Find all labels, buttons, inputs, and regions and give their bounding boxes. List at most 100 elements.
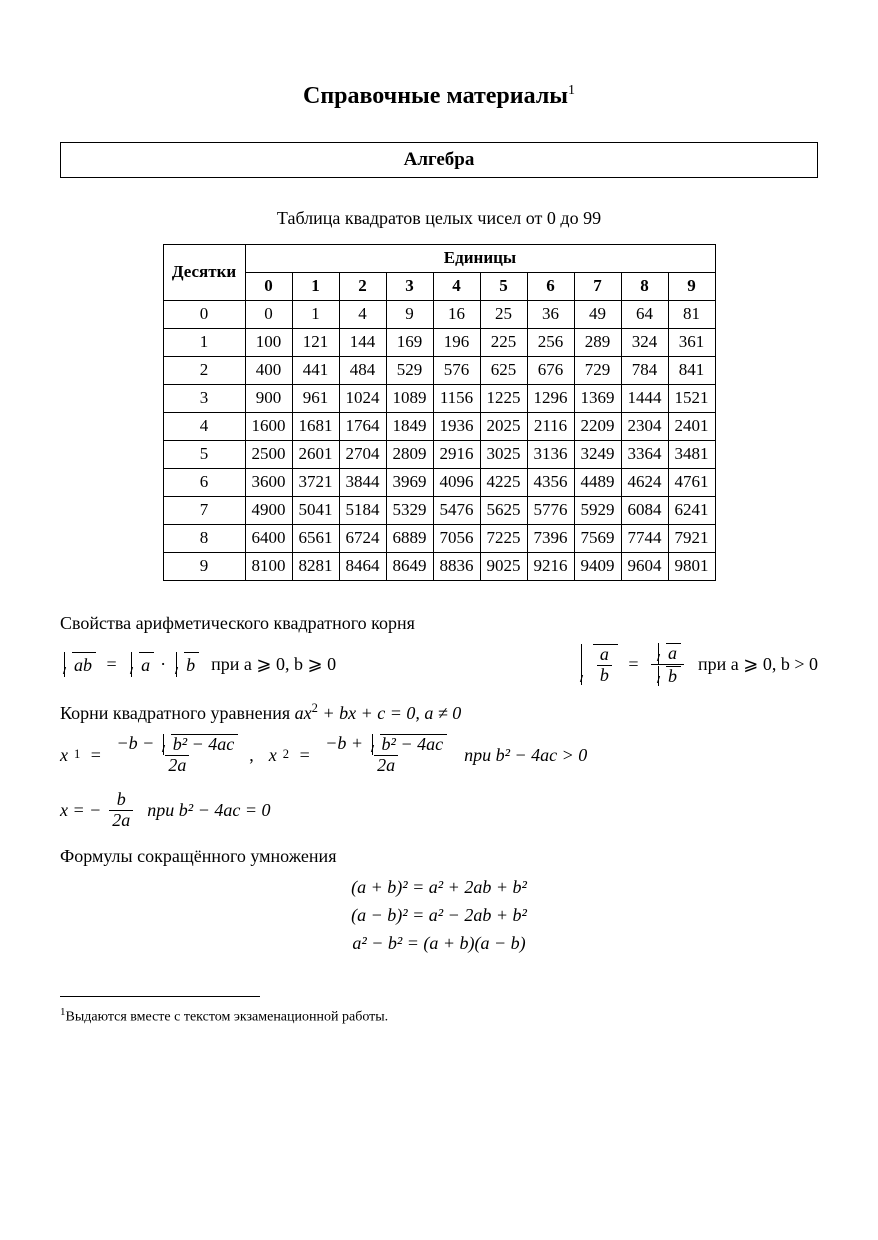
square-value: 4900 [245, 496, 292, 524]
formula-3: a² − b² = (a + b)(a − b) [352, 931, 525, 955]
square-value: 1089 [386, 385, 433, 413]
col-header-unit: 7 [574, 273, 621, 301]
square-value: 1156 [433, 385, 480, 413]
square-value: 36 [527, 301, 574, 329]
square-value: 4624 [621, 468, 668, 496]
quadratic-heading: Корни квадратного уравнения ax2 + bx + c… [60, 700, 818, 725]
square-value: 49 [574, 301, 621, 329]
col-header-unit: 2 [339, 273, 386, 301]
row-header-tens: 9 [163, 552, 245, 580]
square-value: 196 [433, 329, 480, 357]
short-mult-heading: Формулы сокращённого умножения [60, 844, 818, 868]
sqrt-icon: ab [60, 652, 96, 677]
square-value: 400 [245, 357, 292, 385]
square-value: 16 [433, 301, 480, 329]
quadratic-single-root: x = − b 2a при b² − 4ac = 0 [60, 790, 818, 831]
square-value: 1 [292, 301, 339, 329]
frac-num: −b − b² − 4ac [113, 734, 241, 755]
frac-den: 2a [374, 755, 398, 776]
num-part: −b − [116, 733, 158, 753]
sqrt-a: a [141, 653, 150, 677]
frac-den: 2a [165, 755, 189, 776]
x2-sub: 2 [283, 746, 289, 763]
title-footnote-mark: 1 [568, 83, 575, 98]
square-value: 5776 [527, 496, 574, 524]
section-heading-algebra: Алгебра [60, 142, 818, 178]
square-value: 7921 [668, 524, 715, 552]
square-value: 6084 [621, 496, 668, 524]
formula-1: (a + b)² = a² + 2ab + b² [351, 875, 527, 899]
row-header-tens: 3 [163, 385, 245, 413]
squares-table-caption: Таблица квадратов целых чисел от 0 до 99 [60, 206, 818, 230]
square-value: 121 [292, 329, 339, 357]
square-value: 169 [386, 329, 433, 357]
square-value: 3600 [245, 468, 292, 496]
fraction: −b + b² − 4ac 2a [322, 734, 450, 776]
squares-table-body: 0014916253649648111001211441691962252562… [163, 301, 715, 580]
row-header-tens: 1 [163, 329, 245, 357]
table-row: 6360037213844396940964225435644894624476… [163, 468, 715, 496]
square-value: 2401 [668, 412, 715, 440]
square-value: 7396 [527, 524, 574, 552]
discriminant: b² − 4ac [173, 735, 235, 755]
sqrt-b: b [668, 667, 677, 687]
square-value: 256 [527, 329, 574, 357]
square-value: 2304 [621, 412, 668, 440]
sqrt-product-formula: ab = a · b при a ⩾ 0, b ⩾ 0 [60, 652, 336, 677]
row-header-tens: 4 [163, 412, 245, 440]
footnote-rule [60, 996, 260, 997]
square-value: 8836 [433, 552, 480, 580]
square-value: 9 [386, 301, 433, 329]
square-value: 1521 [668, 385, 715, 413]
square-value: 2500 [245, 440, 292, 468]
sqrt-icon: a b [577, 644, 618, 686]
square-value: 225 [480, 329, 527, 357]
square-value: 1681 [292, 412, 339, 440]
square-value: 25 [480, 301, 527, 329]
square-value: 1849 [386, 412, 433, 440]
square-value: 9409 [574, 552, 621, 580]
col-header-units: Единицы [245, 245, 715, 273]
row-header-tens: 7 [163, 496, 245, 524]
fraction: a b [651, 643, 684, 687]
square-value: 7225 [480, 524, 527, 552]
square-value: 2601 [292, 440, 339, 468]
square-value: 9025 [480, 552, 527, 580]
square-value: 841 [668, 357, 715, 385]
fraction: a b [597, 645, 612, 686]
square-value: 361 [668, 329, 715, 357]
col-header-unit: 4 [433, 273, 480, 301]
footnote-text: Выдаются вместе с текстом экзаменационно… [66, 1010, 389, 1025]
table-row: 7490050415184532954765625577659296084624… [163, 496, 715, 524]
row-header-tens: 0 [163, 301, 245, 329]
square-value: 324 [621, 329, 668, 357]
sqrt-icon: a [654, 643, 681, 664]
title-text: Справочные материалы [303, 83, 568, 109]
square-value: 625 [480, 357, 527, 385]
square-value: 1369 [574, 385, 621, 413]
discriminant: b² − 4ac [382, 735, 444, 755]
square-value: 1225 [480, 385, 527, 413]
square-value: 5329 [386, 496, 433, 524]
row-header-tens: 6 [163, 468, 245, 496]
quadratic-tail: + bx + c = 0, a ≠ 0 [318, 703, 461, 723]
square-value: 4225 [480, 468, 527, 496]
square-value: 5476 [433, 496, 480, 524]
square-value: 64 [621, 301, 668, 329]
square-value: 4761 [668, 468, 715, 496]
square-value: 2809 [386, 440, 433, 468]
formula-2: (a − b)² = a² − 2ab + b² [351, 903, 527, 927]
row-header-tens: 8 [163, 524, 245, 552]
square-value: 9216 [527, 552, 574, 580]
sqrt-icon: a [127, 652, 154, 677]
square-value: 6561 [292, 524, 339, 552]
frac-num: a [651, 643, 684, 664]
square-value: 1296 [527, 385, 574, 413]
table-row: 4160016811764184919362025211622092304240… [163, 412, 715, 440]
square-value: 5625 [480, 496, 527, 524]
square-value: 529 [386, 357, 433, 385]
square-value: 1600 [245, 412, 292, 440]
col-header-tens: Десятки [163, 245, 245, 301]
square-value: 576 [433, 357, 480, 385]
square-value: 7569 [574, 524, 621, 552]
